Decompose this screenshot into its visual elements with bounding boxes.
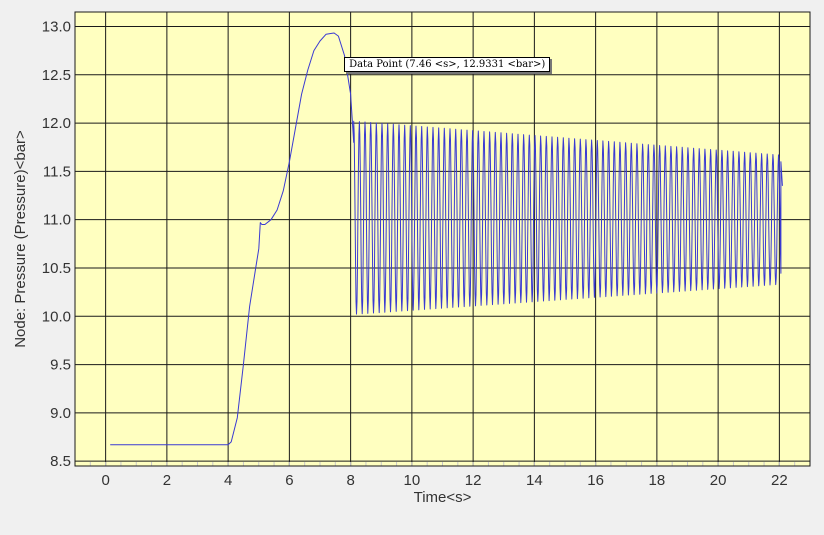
x-tick-label: 18 [649,472,666,489]
minor-ticks [74,462,811,466]
x-axis-title: Time<s> [414,489,472,506]
y-axis-tick-labels: 8.5 9.0 9.5 10.0 10.5 11.0 11.5 12.0 12.5 13.0 [42,18,71,470]
x-tick-label: 0 [101,472,109,489]
x-tick-label: 4 [224,472,232,489]
x-tick-label: 8 [346,472,354,489]
y-tick-label: 11.0 [43,212,71,229]
series-line-pressure [110,32,783,446]
series-layer [110,32,783,446]
x-tick-label: 10 [404,472,421,489]
y-tick-label: 11.5 [43,163,71,180]
y-axis-title: Node: Pressure (Pressure)<bar> [12,130,29,348]
x-tick-label: 2 [163,472,171,489]
y-tick-label: 10.0 [42,308,71,325]
y-tick-label: 12.5 [42,67,71,84]
x-tick-label: 16 [587,472,604,489]
y-tick-label: 8.5 [50,453,71,470]
x-tick-label: 6 [285,472,293,489]
data-point-tooltip: Data Point (7.46 <s>, 12.9331 <bar>) [344,56,551,72]
x-tick-label: 22 [771,472,788,489]
x-tick-label: 12 [465,472,482,489]
x-tick-label: 20 [710,472,727,489]
y-tick-label: 9.5 [50,357,71,374]
x-axis-tick-labels: 0 2 4 6 8 10 12 14 16 18 20 22 [101,472,787,489]
plot-border [74,11,811,467]
y-tick-label: 10.5 [42,260,71,277]
y-tick-label: 13.0 [42,18,71,35]
x-tick-label: 14 [526,472,543,489]
y-tick-label: 9.0 [50,405,71,422]
y-tick-label: 12.0 [42,115,71,132]
